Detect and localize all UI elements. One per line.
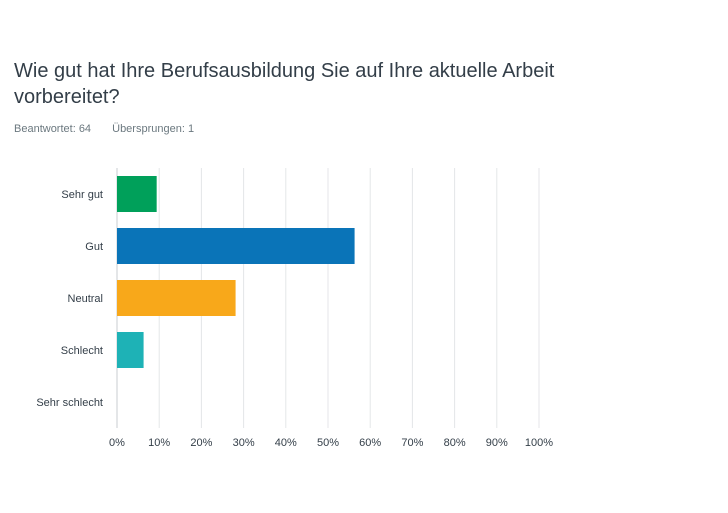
x-tick-label: 50% xyxy=(317,437,339,449)
category-label: Neutral xyxy=(68,293,103,305)
x-tick-label: 90% xyxy=(486,437,508,449)
x-tick-label: 70% xyxy=(401,437,423,449)
x-tick-label: 100% xyxy=(525,437,553,449)
skipped-count: Übersprungen: 1 xyxy=(112,123,195,135)
chart-bars xyxy=(117,176,355,368)
response-stats: Beantwortet: 64 Übersprungen: 1 xyxy=(14,123,212,135)
x-tick-label: 40% xyxy=(275,437,297,449)
x-tick-label: 20% xyxy=(190,437,212,449)
x-tick-label: 30% xyxy=(233,437,255,449)
question-title: Wie gut hat Ihre Berufsausbildung Sie au… xyxy=(14,60,555,108)
chart-grid xyxy=(116,168,540,428)
x-tick-label: 10% xyxy=(148,437,170,449)
bar-schlecht xyxy=(117,332,144,368)
answered-count: Beantwortet: 64 xyxy=(14,123,92,135)
category-label: Sehr gut xyxy=(61,189,103,201)
chart-labels: 0% 10% 20% 30% 40% 50% 60% 70% 80% 90% 100% Sehr gu… xyxy=(36,189,553,449)
x-tick-label: 60% xyxy=(359,437,381,449)
bar-neutral xyxy=(117,280,236,316)
category-label: Gut xyxy=(85,241,103,253)
bar-sehr-gut xyxy=(117,176,157,212)
bar-gut xyxy=(117,228,355,264)
x-tick-label: 0% xyxy=(109,437,125,449)
category-label: Sehr schlecht xyxy=(36,397,103,409)
x-tick-label: 80% xyxy=(444,437,466,449)
category-label: Schlecht xyxy=(61,345,103,357)
